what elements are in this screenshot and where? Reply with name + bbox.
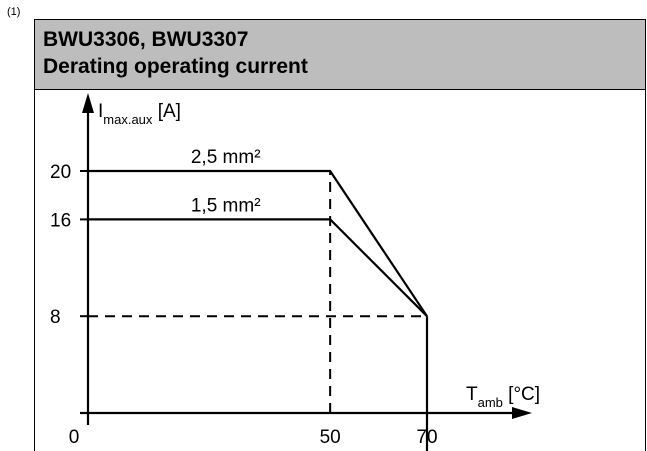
- x-axis-arrow: [512, 407, 532, 419]
- y-tick-label: 8: [50, 307, 61, 328]
- chart-subtitle: Derating operating current: [43, 55, 308, 78]
- x-tick-label: 50: [320, 427, 341, 448]
- y-tick-label: 20: [50, 162, 71, 183]
- chart-title: BWU3306, BWU3307: [43, 28, 249, 51]
- y-axis-label: Imax.aux [A]: [98, 101, 181, 127]
- chart-panel: BWU3306, BWU3307 Derating operating curr…: [34, 19, 646, 451]
- y-axis-arrow: [82, 93, 94, 113]
- y-tick-label: 16: [50, 210, 71, 231]
- x-axis-label: Tamb [°C]: [466, 384, 540, 410]
- series-label-1: 2,5 mm²: [191, 147, 261, 168]
- series-line-1: [88, 169, 428, 317]
- series-line-2: [88, 218, 428, 317]
- x-tick-label: 70: [416, 427, 437, 448]
- footnote-marker: (1): [7, 6, 21, 18]
- series-label-2: 1,5 mm²: [191, 195, 261, 216]
- chart-header: BWU3306, BWU3307 Derating operating curr…: [35, 20, 645, 90]
- x-tick-label: 0: [69, 427, 80, 448]
